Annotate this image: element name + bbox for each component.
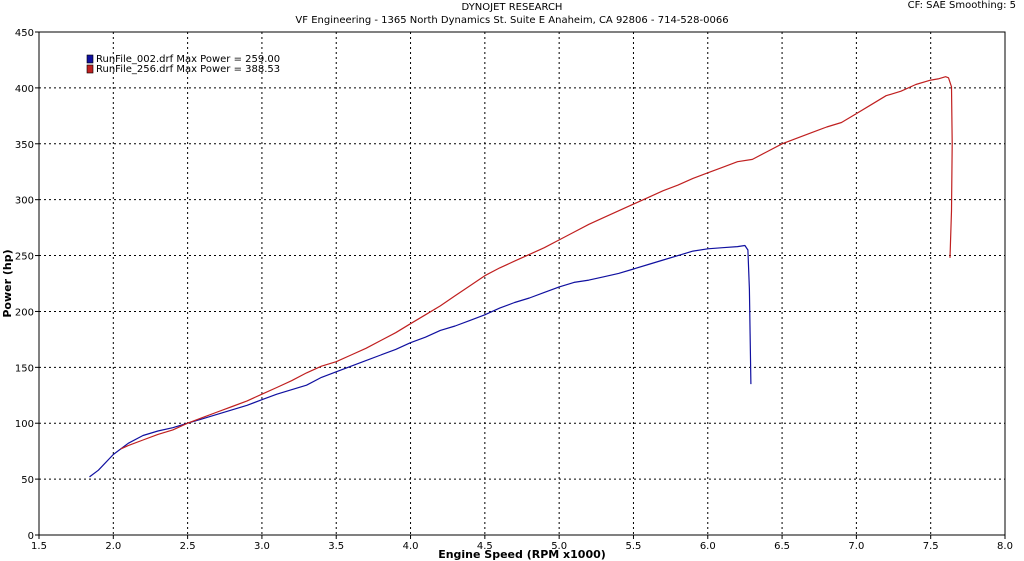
x-tick-label: 2.0 xyxy=(105,541,121,552)
y-tick-label: 50 xyxy=(21,475,34,486)
y-tick-label: 350 xyxy=(15,140,34,151)
series-line-2 xyxy=(120,76,953,450)
grid-lines xyxy=(39,32,1005,535)
y-tick-label: 400 xyxy=(15,84,34,95)
series-line-1 xyxy=(89,244,752,478)
y-tick-label: 250 xyxy=(15,252,34,263)
x-tick-label: 6.0 xyxy=(700,541,716,552)
legend-swatch xyxy=(86,64,94,74)
chart-title: DYNOJET RESEARCH xyxy=(461,2,563,13)
legend-entry: RunFile_256.drf Max Power = 388.53 xyxy=(96,64,280,75)
legend-entry: RunFile_002.drf Max Power = 259.00 xyxy=(96,54,280,65)
x-axis-label: Engine Speed (RPM x1000) xyxy=(438,548,606,561)
x-axis-ticks: 1.5 2.0 2.5 3.0 3.5 4.0 4.5 5.0 5.5 6.0 6.5 7.0 7.5 8… xyxy=(31,535,1013,552)
series-lines xyxy=(89,76,953,478)
legend: RunFile_002.drf Max Power = 259.00RunFil… xyxy=(86,54,280,75)
y-tick-label: 0 xyxy=(28,531,34,542)
x-tick-label: 2.5 xyxy=(180,541,196,552)
x-tick-label: 7.0 xyxy=(848,541,864,552)
x-tick-label: 5.0 xyxy=(551,541,567,552)
y-tick-label: 200 xyxy=(15,307,34,318)
y-tick-label: 150 xyxy=(15,363,34,374)
chart-subtitle: VF Engineering - 1365 North Dynamics St.… xyxy=(295,15,729,26)
x-tick-label: 4.0 xyxy=(403,541,419,552)
y-tick-label: 450 xyxy=(15,28,34,39)
y-tick-label: 100 xyxy=(15,419,34,430)
plot-frame xyxy=(38,31,1006,536)
y-axis-label: Power (hp) xyxy=(1,249,14,317)
x-tick-label: 7.5 xyxy=(923,541,939,552)
settings-readout: CF: SAE Smoothing: 5 xyxy=(907,0,1016,11)
legend-swatch xyxy=(86,54,94,64)
y-axis-ticks: 0 50 100 150 200 250 300 350 400 450 xyxy=(15,28,39,542)
x-tick-label: 4.5 xyxy=(477,541,493,552)
x-tick-label: 5.5 xyxy=(626,541,642,552)
x-tick-label: 1.5 xyxy=(31,541,47,552)
y-tick-label: 300 xyxy=(15,196,34,207)
x-tick-label: 8.0 xyxy=(997,541,1013,552)
x-tick-label: 6.5 xyxy=(774,541,790,552)
x-tick-label: 3.0 xyxy=(254,541,270,552)
x-tick-label: 3.5 xyxy=(328,541,344,552)
